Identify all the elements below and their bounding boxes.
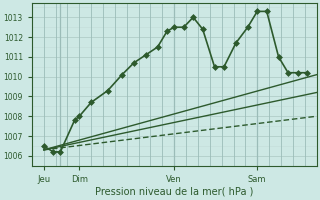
X-axis label: Pression niveau de la mer( hPa ): Pression niveau de la mer( hPa )	[95, 187, 253, 197]
